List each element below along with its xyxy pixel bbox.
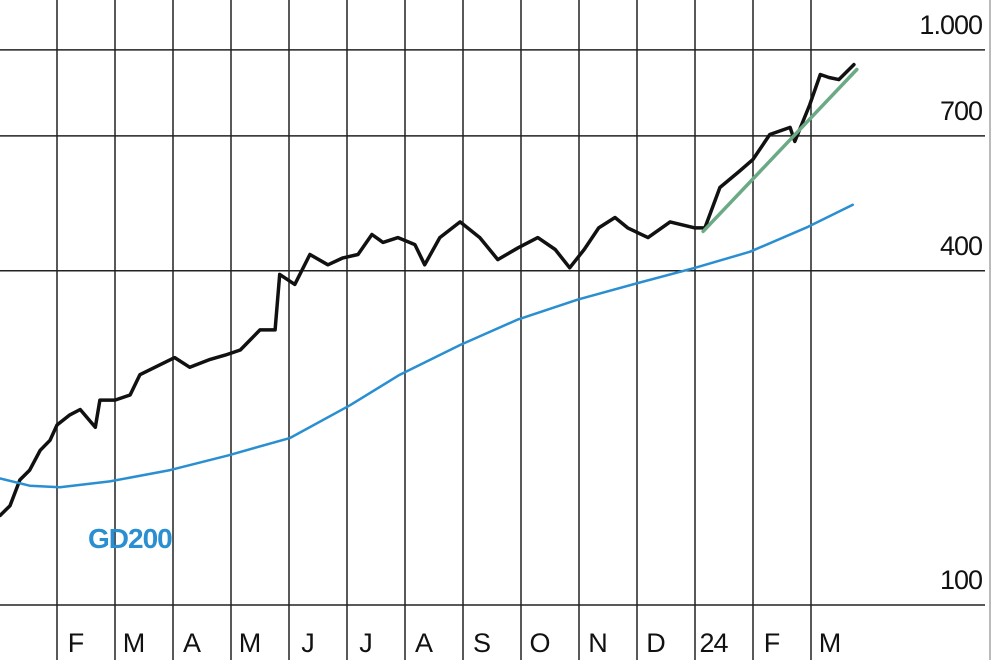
x-tick-label: F bbox=[68, 628, 84, 658]
x-tick-label: S bbox=[473, 628, 490, 658]
x-tick-label: A bbox=[183, 628, 201, 658]
x-tick-label: M bbox=[123, 628, 145, 658]
y-tick-label: 400 bbox=[940, 231, 982, 261]
x-tick-label: N bbox=[588, 628, 607, 658]
series-line bbox=[0, 203, 855, 489]
x-tick-label: 24 bbox=[700, 628, 729, 658]
series-line bbox=[0, 62, 856, 518]
x-tick-label: F bbox=[764, 628, 780, 658]
x-tick-label: M bbox=[239, 628, 261, 658]
y-tick-label: 1.000 bbox=[919, 10, 982, 40]
x-tick-label: D bbox=[646, 628, 665, 658]
y-tick-label: 700 bbox=[940, 96, 982, 126]
series-label: GD200 bbox=[88, 523, 172, 554]
x-tick-label: J bbox=[301, 628, 314, 658]
y-tick-label: 100 bbox=[940, 565, 982, 595]
x-tick-label: J bbox=[359, 628, 372, 658]
series-line bbox=[701, 67, 859, 234]
x-tick-label: M bbox=[819, 628, 841, 658]
x-tick-label: A bbox=[415, 628, 433, 658]
x-tick-label: O bbox=[530, 628, 550, 658]
